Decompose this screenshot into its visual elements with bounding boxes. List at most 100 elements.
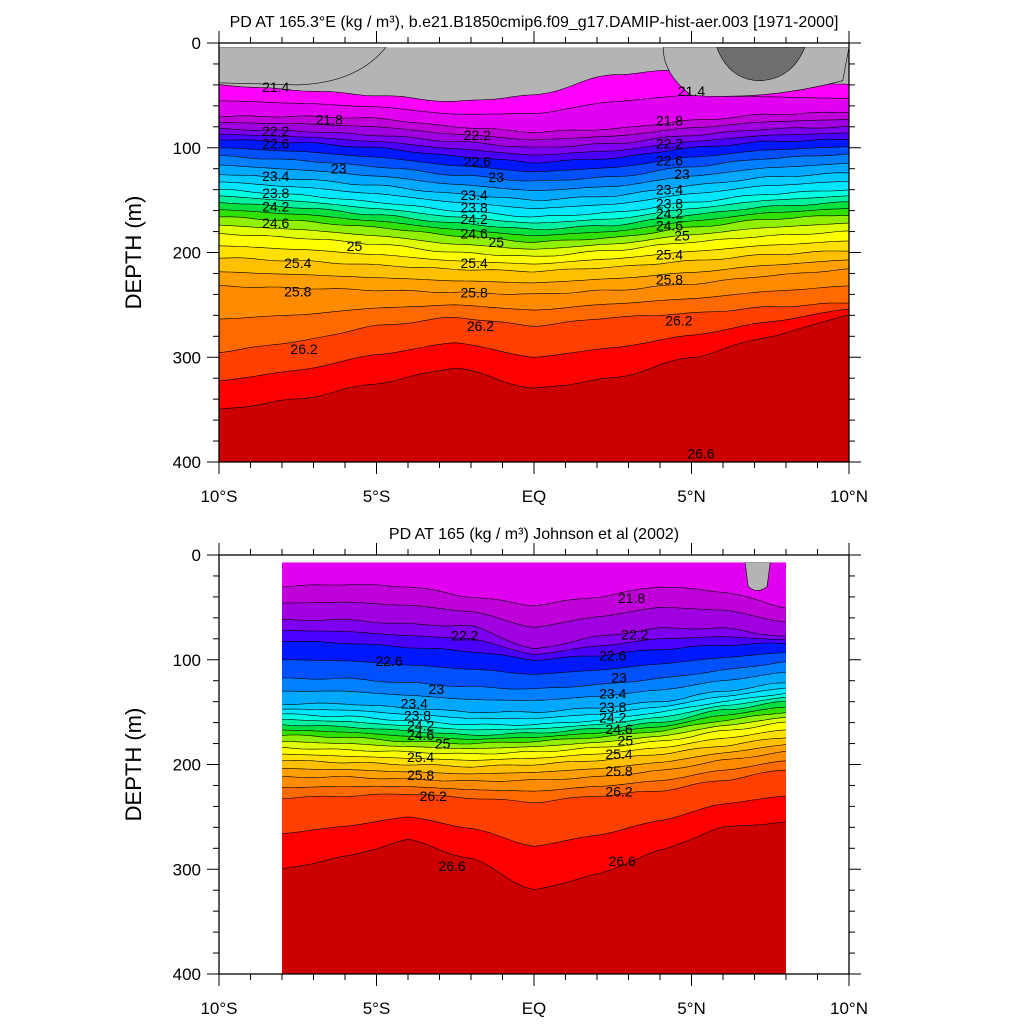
contour-label: 22.6 [599, 648, 626, 664]
x-tick-label: 10°N [830, 999, 868, 1018]
contour-label: 23.4 [401, 696, 428, 712]
contour-line-26.2 [219, 302, 849, 353]
contour-label: 23 [674, 166, 690, 182]
contour-label: 26.2 [665, 313, 692, 329]
contour-line-24.8 [219, 222, 849, 250]
contour-line-24.0 [219, 195, 849, 224]
contour-line-24.4 [219, 208, 849, 237]
contour-line-23.2 [219, 163, 849, 191]
y-tick-label: 0 [192, 34, 201, 53]
contour-line-26.4 [219, 308, 849, 382]
x-tick-label: 10°S [200, 487, 237, 506]
contour-label: 23.8 [656, 195, 683, 211]
contour-label: 22.6 [262, 136, 289, 152]
contour-label: 21.4 [262, 79, 289, 95]
contour-line-24.2 [219, 201, 849, 230]
x-tick-label: 5°N [677, 487, 706, 506]
contour-label: 23 [611, 670, 627, 686]
contour-label: 24.6 [461, 226, 488, 242]
contour-label: 26.6 [609, 853, 636, 869]
x-tick-label: 10°N [830, 487, 868, 506]
contour-label: 25 [347, 238, 363, 254]
contour-label: 22.2 [451, 628, 478, 644]
contour-line-25.0 [219, 230, 849, 257]
contour-line-25.4 [219, 250, 849, 273]
y-tick-label: 100 [173, 139, 201, 158]
contour-label: 25 [488, 234, 504, 250]
contour-label: 24.6 [656, 217, 683, 233]
contour-label: 25.4 [605, 746, 632, 762]
contour-line-23.4 [219, 172, 849, 201]
contour-line-22.2 [282, 619, 786, 650]
contour-label: 23 [429, 681, 445, 697]
contour-label: 23.4 [599, 685, 626, 701]
contour-label: 22.6 [464, 153, 491, 169]
contour-line-25.8 [282, 751, 786, 782]
contour-line-21.8 [219, 111, 849, 133]
contour-line-22.6 [219, 138, 849, 164]
y-tick-label: 300 [173, 348, 201, 367]
fill-band-26.6 [219, 315, 849, 462]
contour-line-22.2 [219, 126, 849, 148]
contour-label: 25.4 [407, 749, 434, 765]
contour-label: 23.8 [262, 185, 289, 201]
contour-line-22.0 [219, 119, 849, 141]
contour-line-24.8 [282, 717, 786, 749]
contour-label: 25 [618, 732, 634, 748]
contour-label: 23.8 [461, 199, 488, 215]
contour-label: 24.6 [262, 215, 289, 231]
contour-line-21.8 [282, 584, 786, 609]
contour-line-25.6 [219, 259, 849, 284]
y-axis-label: DEPTH (m) [121, 708, 146, 822]
y-tick-label: 200 [173, 756, 201, 775]
contour-label: 26.6 [687, 446, 714, 462]
contour-label: 22.6 [375, 653, 402, 669]
contour-line-22.8 [282, 652, 786, 675]
contour-label: 21.8 [656, 113, 683, 129]
contour-label: 23.8 [404, 707, 431, 723]
contour-line-23.0 [282, 661, 786, 690]
contour-field [219, 47, 849, 462]
contour-line-24.2 [282, 701, 786, 736]
contour-label: 22.2 [262, 123, 289, 139]
contour-label: 25 [674, 228, 690, 244]
fill-region-21-4-east [744, 562, 771, 591]
contour-label: 26.2 [290, 341, 317, 357]
contour-line-21.6 [219, 94, 849, 115]
contour-line-23.8 [282, 693, 786, 726]
contour-line-22.8 [219, 146, 849, 173]
contour-line-25.2 [219, 240, 849, 265]
y-tick-label: 0 [192, 546, 201, 565]
contour-line-25.4 [282, 737, 786, 768]
y-tick-label: 400 [173, 965, 201, 984]
x-tick-label: EQ [522, 999, 547, 1018]
fill-region-darkest [716, 47, 806, 82]
x-tick-label: 5°N [677, 999, 706, 1018]
x-tick-label: 5°S [363, 487, 391, 506]
contour-line-23.6 [282, 687, 786, 719]
contour-label: 25.8 [656, 272, 683, 288]
y-axis-label: DEPTH (m) [121, 196, 146, 310]
contour-label: 24.2 [262, 198, 289, 214]
contour-line-25.2 [282, 729, 786, 761]
contour-label: 23 [331, 161, 347, 177]
contour-label: 23 [488, 169, 504, 185]
contour-label: 23.8 [599, 699, 626, 715]
contour-label: 23.4 [656, 182, 683, 198]
contour-label: 26.2 [467, 318, 494, 334]
fill-band-26.6 [282, 821, 786, 974]
contour-line-26.4 [282, 795, 786, 847]
contour-label: 22.2 [621, 627, 648, 643]
contour-line-23.6 [219, 181, 849, 209]
contour-label: 25.8 [284, 283, 311, 299]
contour-line-23.2 [282, 671, 786, 701]
contour-label: 25.4 [656, 247, 683, 263]
contour-line-24.4 [282, 706, 786, 740]
contour-label: 23.4 [461, 187, 488, 203]
y-tick-label: 400 [173, 453, 201, 472]
contour-label: 24.6 [605, 721, 632, 737]
contour-label: 22.2 [464, 127, 491, 143]
fill-region-21-4-west [219, 47, 387, 86]
contour-line-23.4 [282, 682, 786, 713]
